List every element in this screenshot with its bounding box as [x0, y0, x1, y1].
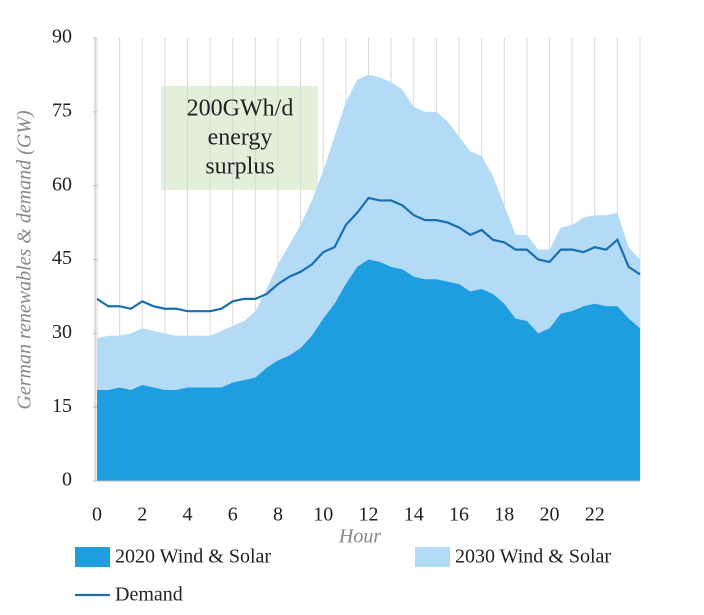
x-tick-label: 12 [359, 504, 379, 526]
y-tick-label: 90 [52, 26, 72, 48]
annotation-text: energy [208, 125, 273, 151]
legend-label: Demand [115, 584, 183, 606]
annotation-text: 200GWh/d [187, 96, 294, 122]
annotation-text: surplus [205, 154, 274, 180]
x-tick-label: 2 [137, 504, 147, 526]
legend-swatch [415, 547, 450, 567]
y-axis-title: German renewables & demand (GW) [14, 110, 36, 410]
x-tick-label: 18 [494, 504, 514, 526]
line [96, 196, 641, 313]
y-tick-label: 0 [62, 469, 72, 491]
plot [96, 74, 641, 482]
y-tick-label: 45 [52, 247, 72, 269]
y-tick-label: 60 [52, 173, 72, 195]
x-tick-label: 16 [449, 504, 469, 526]
x-axis-title: Hour [338, 526, 381, 548]
x-tick-label: 8 [273, 504, 283, 526]
legend-swatch [75, 547, 110, 567]
x-tick-label: 0 [92, 504, 102, 526]
x-tick-label: 22 [585, 504, 605, 526]
y-tick-label: 75 [52, 99, 72, 121]
x-tick-label: 4 [183, 504, 193, 526]
legend-label: 2030 Wind & Solar [455, 546, 611, 568]
x-tick-label: 14 [404, 504, 424, 526]
area [97, 259, 640, 481]
x-tick-label: 20 [540, 504, 560, 526]
y-tick-label: 15 [52, 395, 72, 417]
x-tick-label: 6 [228, 504, 238, 526]
y-tick-label: 30 [52, 321, 72, 343]
axes: 0 15 30 45 60 75 90 0 2 4 6 8 10 12 14 16 18 20 22 [52, 26, 640, 526]
x-tick-label: 10 [313, 504, 333, 526]
legend-label: 2020 Wind & Solar [115, 546, 271, 568]
